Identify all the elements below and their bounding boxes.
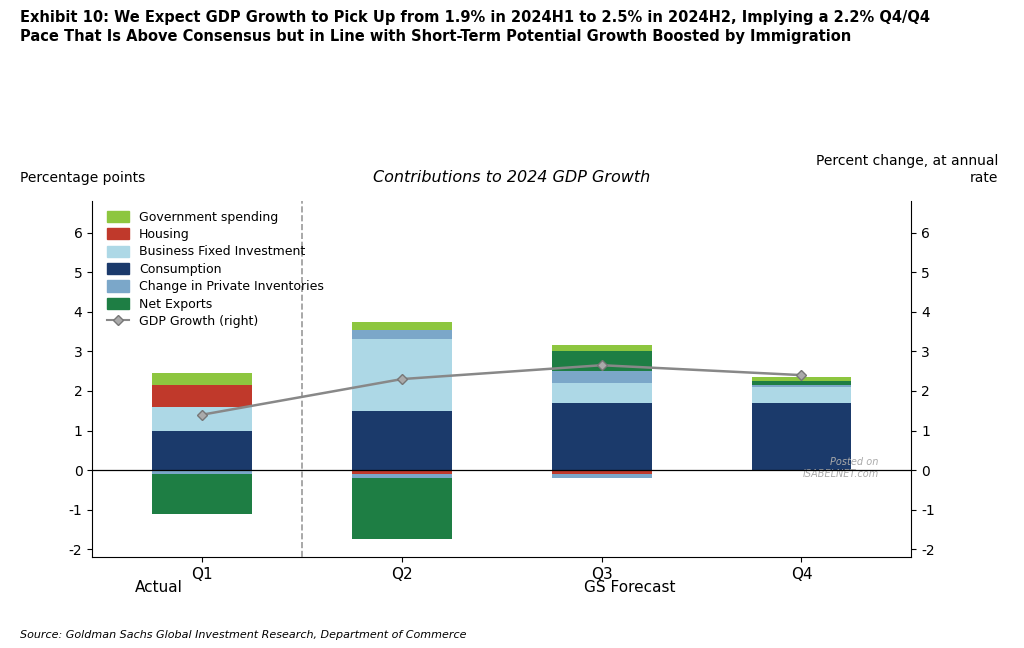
Bar: [153, 407, 252, 430]
Bar: [153, 373, 252, 385]
Bar: [552, 470, 651, 474]
Bar: [752, 377, 851, 381]
Text: Posted on
ISABELNET.com: Posted on ISABELNET.com: [803, 457, 879, 479]
Bar: [752, 381, 851, 385]
Text: Source: Goldman Sachs Global Investment Research, Department of Commerce: Source: Goldman Sachs Global Investment …: [20, 631, 467, 640]
Text: Percentage points: Percentage points: [20, 170, 145, 185]
Bar: [752, 403, 851, 470]
Bar: [153, 470, 252, 474]
Bar: [153, 474, 252, 514]
Bar: [552, 345, 651, 351]
Text: Actual: Actual: [135, 580, 182, 595]
Bar: [552, 371, 651, 383]
Bar: [352, 470, 452, 474]
Bar: [153, 385, 252, 407]
Bar: [752, 387, 851, 403]
Bar: [352, 478, 452, 539]
Bar: [552, 474, 651, 478]
Text: GS Forecast: GS Forecast: [584, 580, 676, 595]
Legend: Government spending, Housing, Business Fixed Investment, Consumption, Change in : Government spending, Housing, Business F…: [106, 211, 324, 328]
Text: Contributions to 2024 GDP Growth: Contributions to 2024 GDP Growth: [374, 170, 650, 185]
Bar: [552, 383, 651, 403]
Bar: [352, 321, 452, 330]
Bar: [352, 411, 452, 470]
Bar: [752, 385, 851, 387]
Bar: [352, 340, 452, 411]
Text: Exhibit 10: We Expect GDP Growth to Pick Up from 1.9% in 2024H1 to 2.5% in 2024H: Exhibit 10: We Expect GDP Growth to Pick…: [20, 10, 931, 25]
Bar: [153, 430, 252, 470]
Bar: [352, 474, 452, 478]
Bar: [552, 351, 651, 371]
Bar: [352, 330, 452, 340]
Text: Pace That Is Above Consensus but in Line with Short-Term Potential Growth Booste: Pace That Is Above Consensus but in Line…: [20, 29, 852, 44]
Text: Percent change, at annual
rate: Percent change, at annual rate: [816, 154, 998, 185]
Bar: [552, 403, 651, 470]
